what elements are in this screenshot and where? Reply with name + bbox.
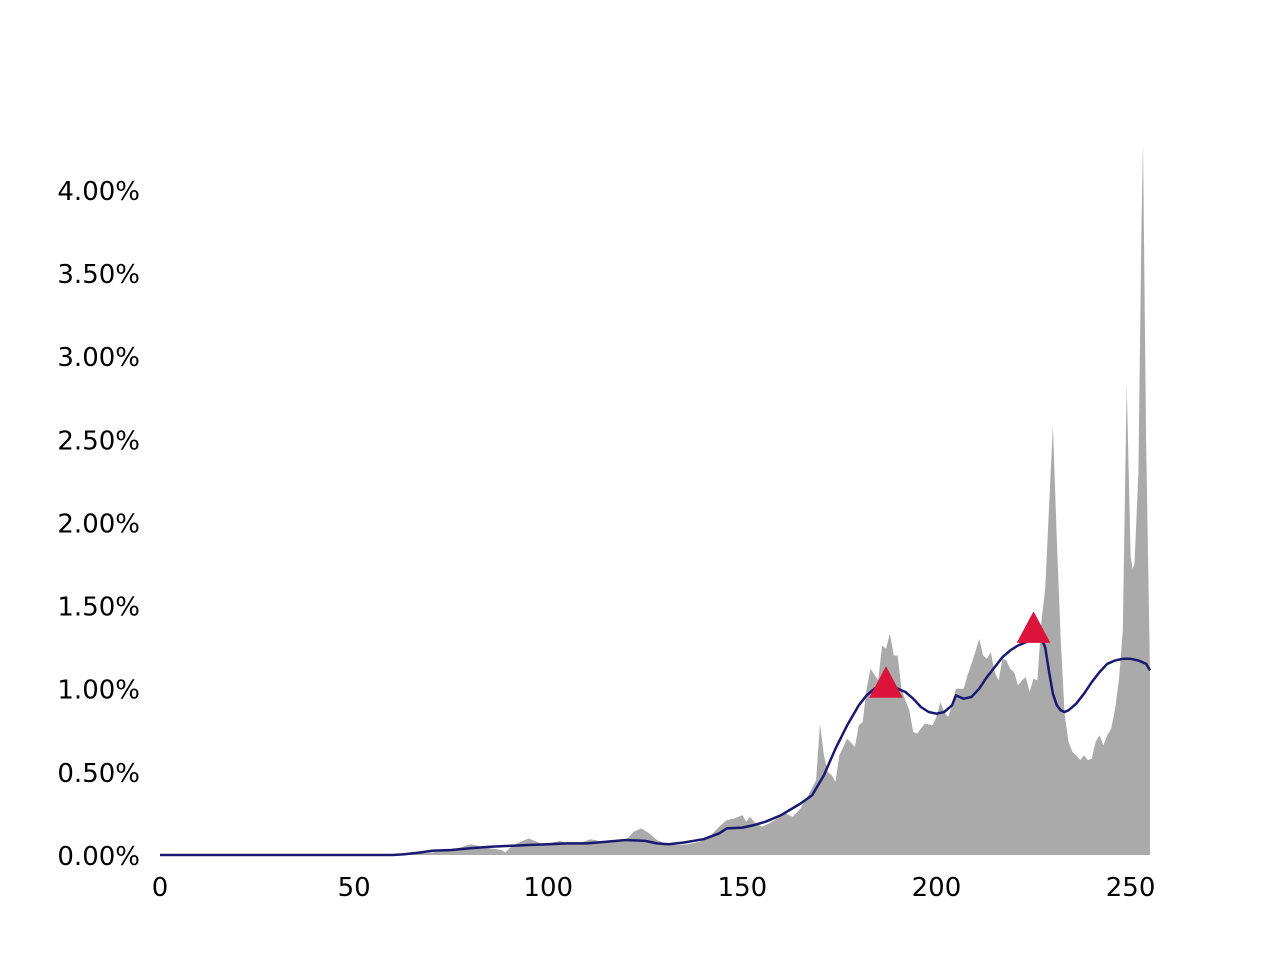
y-tick-label: 3.50% bbox=[57, 260, 140, 290]
y-tick-label: 0.50% bbox=[57, 759, 140, 789]
x-tick-label: 200 bbox=[912, 873, 962, 903]
y-tick-label: 2.00% bbox=[57, 509, 140, 539]
y-tick-label: 4.00% bbox=[57, 177, 140, 207]
y-tick-label: 0.00% bbox=[57, 842, 140, 872]
x-tick-label: 0 bbox=[152, 873, 169, 903]
y-tick-label: 3.00% bbox=[57, 343, 140, 373]
smoothed-line bbox=[160, 637, 1152, 857]
x-tick-label: 50 bbox=[338, 873, 371, 903]
x-tick-label: 150 bbox=[718, 873, 768, 903]
peak-marker-1 bbox=[869, 666, 903, 698]
y-tick-label: 1.00% bbox=[57, 676, 140, 706]
histogram-area bbox=[160, 143, 1150, 856]
x-axis-tick-labels: 0 50 100 150 200 250 bbox=[152, 873, 1156, 903]
y-axis-tick-labels: 0.00% 0.50% 1.00% 1.50% 2.00% 2.50% 3.00% 3.50%… bbox=[57, 177, 140, 872]
y-tick-label: 2.50% bbox=[57, 426, 140, 456]
peak-marker-2 bbox=[1017, 611, 1051, 643]
peak-markers bbox=[869, 611, 1051, 698]
plot-area bbox=[160, 143, 1152, 857]
x-tick-label: 250 bbox=[1106, 873, 1156, 903]
y-tick-label: 1.50% bbox=[57, 593, 140, 623]
x-tick-label: 100 bbox=[523, 873, 573, 903]
